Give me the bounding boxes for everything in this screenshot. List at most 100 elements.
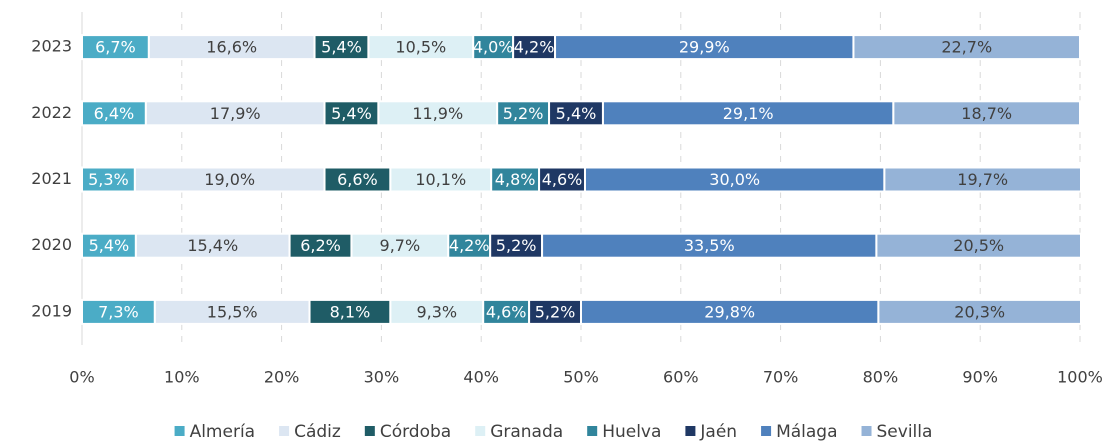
bar-segment xyxy=(323,100,380,127)
bar-segment xyxy=(389,166,493,193)
legend-swatch xyxy=(685,426,696,436)
value-label: 6,4% xyxy=(94,104,135,123)
value-label: 5,4% xyxy=(556,104,597,123)
y-tick-label: 2019 xyxy=(31,301,72,320)
x-tick-label: 80% xyxy=(863,368,899,387)
value-label: 29,1% xyxy=(723,104,774,123)
x-tick-label: 70% xyxy=(763,368,799,387)
value-label: 4,2% xyxy=(514,38,555,57)
value-label: 5,2% xyxy=(496,236,537,255)
legend-swatch xyxy=(364,426,375,436)
value-label: 19,7% xyxy=(957,170,1008,189)
legend-label: Granada xyxy=(490,422,563,442)
bar-segment xyxy=(134,232,291,259)
value-label: 5,4% xyxy=(331,104,372,123)
x-tick-label: 10% xyxy=(164,368,200,387)
value-label: 30,0% xyxy=(709,170,760,189)
legend-swatch xyxy=(174,426,185,436)
bar-segment xyxy=(81,34,150,61)
value-label: 4,0% xyxy=(473,38,514,57)
value-label: 5,2% xyxy=(535,302,576,321)
x-tick-label: 50% xyxy=(563,368,599,387)
value-label: 29,9% xyxy=(679,38,730,57)
value-label: 4,6% xyxy=(542,170,583,189)
legend-label: Cádiz xyxy=(294,422,341,442)
value-label: 18,7% xyxy=(961,104,1012,123)
bar-segment xyxy=(489,232,544,259)
bar-segment xyxy=(147,34,316,61)
bar-segment xyxy=(133,166,326,193)
value-label: 10,1% xyxy=(415,170,466,189)
value-label: 16,6% xyxy=(206,38,257,57)
value-label: 20,3% xyxy=(954,302,1005,321)
value-label: 11,9% xyxy=(412,104,463,123)
y-tick-label: 2023 xyxy=(31,37,72,56)
legend-label: Jaén xyxy=(699,422,737,442)
bar-segment xyxy=(554,34,855,61)
value-label: 6,7% xyxy=(95,38,136,57)
value-label: 9,7% xyxy=(380,236,421,255)
legend-swatch xyxy=(587,426,598,436)
y-tick-label: 2020 xyxy=(31,235,72,254)
x-tick-label: 0% xyxy=(69,368,94,387)
y-tick-label: 2021 xyxy=(31,169,72,188)
bar-segment xyxy=(875,232,1082,259)
bar-segment xyxy=(367,34,475,61)
bar-segment xyxy=(389,298,485,325)
x-tick-label: 20% xyxy=(264,368,300,387)
bar-segment xyxy=(377,100,499,127)
legend: Almería Cádiz Córdoba Granada Huelva Jaén Mála… xyxy=(174,422,933,442)
value-label: 15,4% xyxy=(187,236,238,255)
legend-swatch xyxy=(475,426,486,436)
bar-segment xyxy=(883,166,1082,193)
value-label: 33,5% xyxy=(684,236,735,255)
x-tick-label: 100% xyxy=(1057,368,1103,387)
legend-swatch xyxy=(861,426,872,436)
legend-label: Almería xyxy=(190,422,256,442)
value-label: 5,4% xyxy=(89,236,130,255)
bar-segment xyxy=(892,100,1082,127)
value-label: 5,2% xyxy=(503,104,544,123)
legend-label: Huelva xyxy=(602,422,661,442)
value-label: 5,4% xyxy=(321,38,362,57)
y-tick-label: 2022 xyxy=(31,103,72,122)
value-label: 4,8% xyxy=(495,170,536,189)
bar-segment xyxy=(580,298,880,325)
x-tick-label: 40% xyxy=(463,368,499,387)
legend-swatch xyxy=(761,426,772,436)
value-label: 19,0% xyxy=(204,170,255,189)
value-label: 15,5% xyxy=(207,302,258,321)
value-label: 4,2% xyxy=(449,236,490,255)
x-tick-label: 30% xyxy=(364,368,400,387)
legend-label: Sevilla xyxy=(877,422,933,442)
bar-segment xyxy=(153,298,311,325)
value-label: 6,2% xyxy=(300,236,341,255)
value-label: 20,5% xyxy=(953,236,1004,255)
value-label: 7,3% xyxy=(98,302,139,321)
bar-segment xyxy=(288,232,353,259)
bar-segment xyxy=(81,298,156,325)
bar-segment xyxy=(877,298,1082,325)
bar-segment xyxy=(81,100,147,127)
bar-segment xyxy=(350,232,450,259)
bar-segment xyxy=(538,166,586,193)
x-tick-label: 60% xyxy=(663,368,699,387)
value-label: 8,1% xyxy=(330,302,371,321)
value-label: 10,5% xyxy=(395,38,446,57)
value-label: 6,6% xyxy=(337,170,378,189)
legend-label: Málaga xyxy=(776,422,837,442)
bar-segment xyxy=(308,298,392,325)
x-tick-label: 90% xyxy=(962,368,998,387)
value-label: 29,8% xyxy=(704,302,755,321)
value-label: 17,9% xyxy=(210,104,261,123)
value-label: 22,7% xyxy=(941,38,992,57)
bar-segment xyxy=(601,100,895,127)
bar-segment xyxy=(852,34,1081,61)
legend-swatch xyxy=(279,426,290,436)
value-label: 4,6% xyxy=(486,302,527,321)
legend-label: Córdoba xyxy=(380,422,451,442)
bar-segment xyxy=(323,166,392,193)
bar-segment xyxy=(482,298,531,325)
value-label: 5,3% xyxy=(88,170,129,189)
